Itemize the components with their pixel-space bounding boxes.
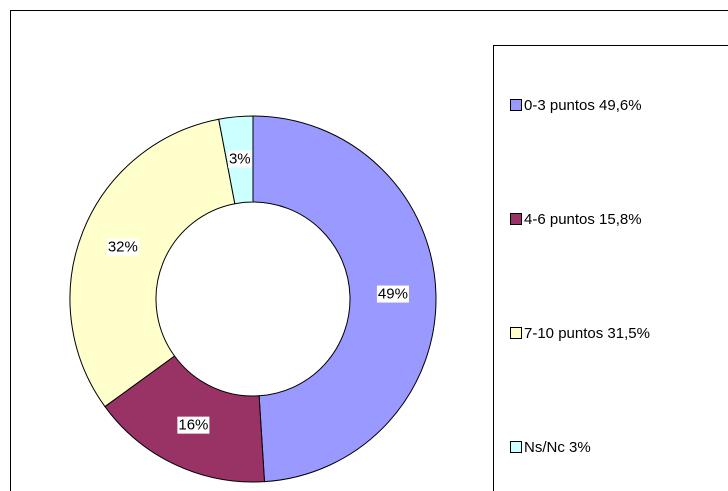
data-label: 3% [229,151,251,168]
legend-label: 0-3 puntos 49,6% [524,97,642,114]
legend-label: Ns/Nc 3% [524,439,591,456]
legend-swatch [510,327,522,339]
legend-label: 4-6 puntos 15,8% [524,211,642,228]
data-label-bg [227,150,252,168]
data-label-bg [177,416,210,434]
legend-swatch [510,441,522,453]
data-label-bg [106,238,139,256]
data-label: 16% [178,417,208,434]
legend-label: 7-10 puntos 31,5% [524,325,650,342]
donut-slice [252,115,437,483]
legend-swatch [510,99,522,111]
data-label-bg [376,285,409,303]
legend-box [493,45,728,491]
legend-swatch [510,213,522,225]
data-label: 49% [378,286,408,303]
data-label: 32% [108,238,138,255]
donut-slice [69,118,236,408]
